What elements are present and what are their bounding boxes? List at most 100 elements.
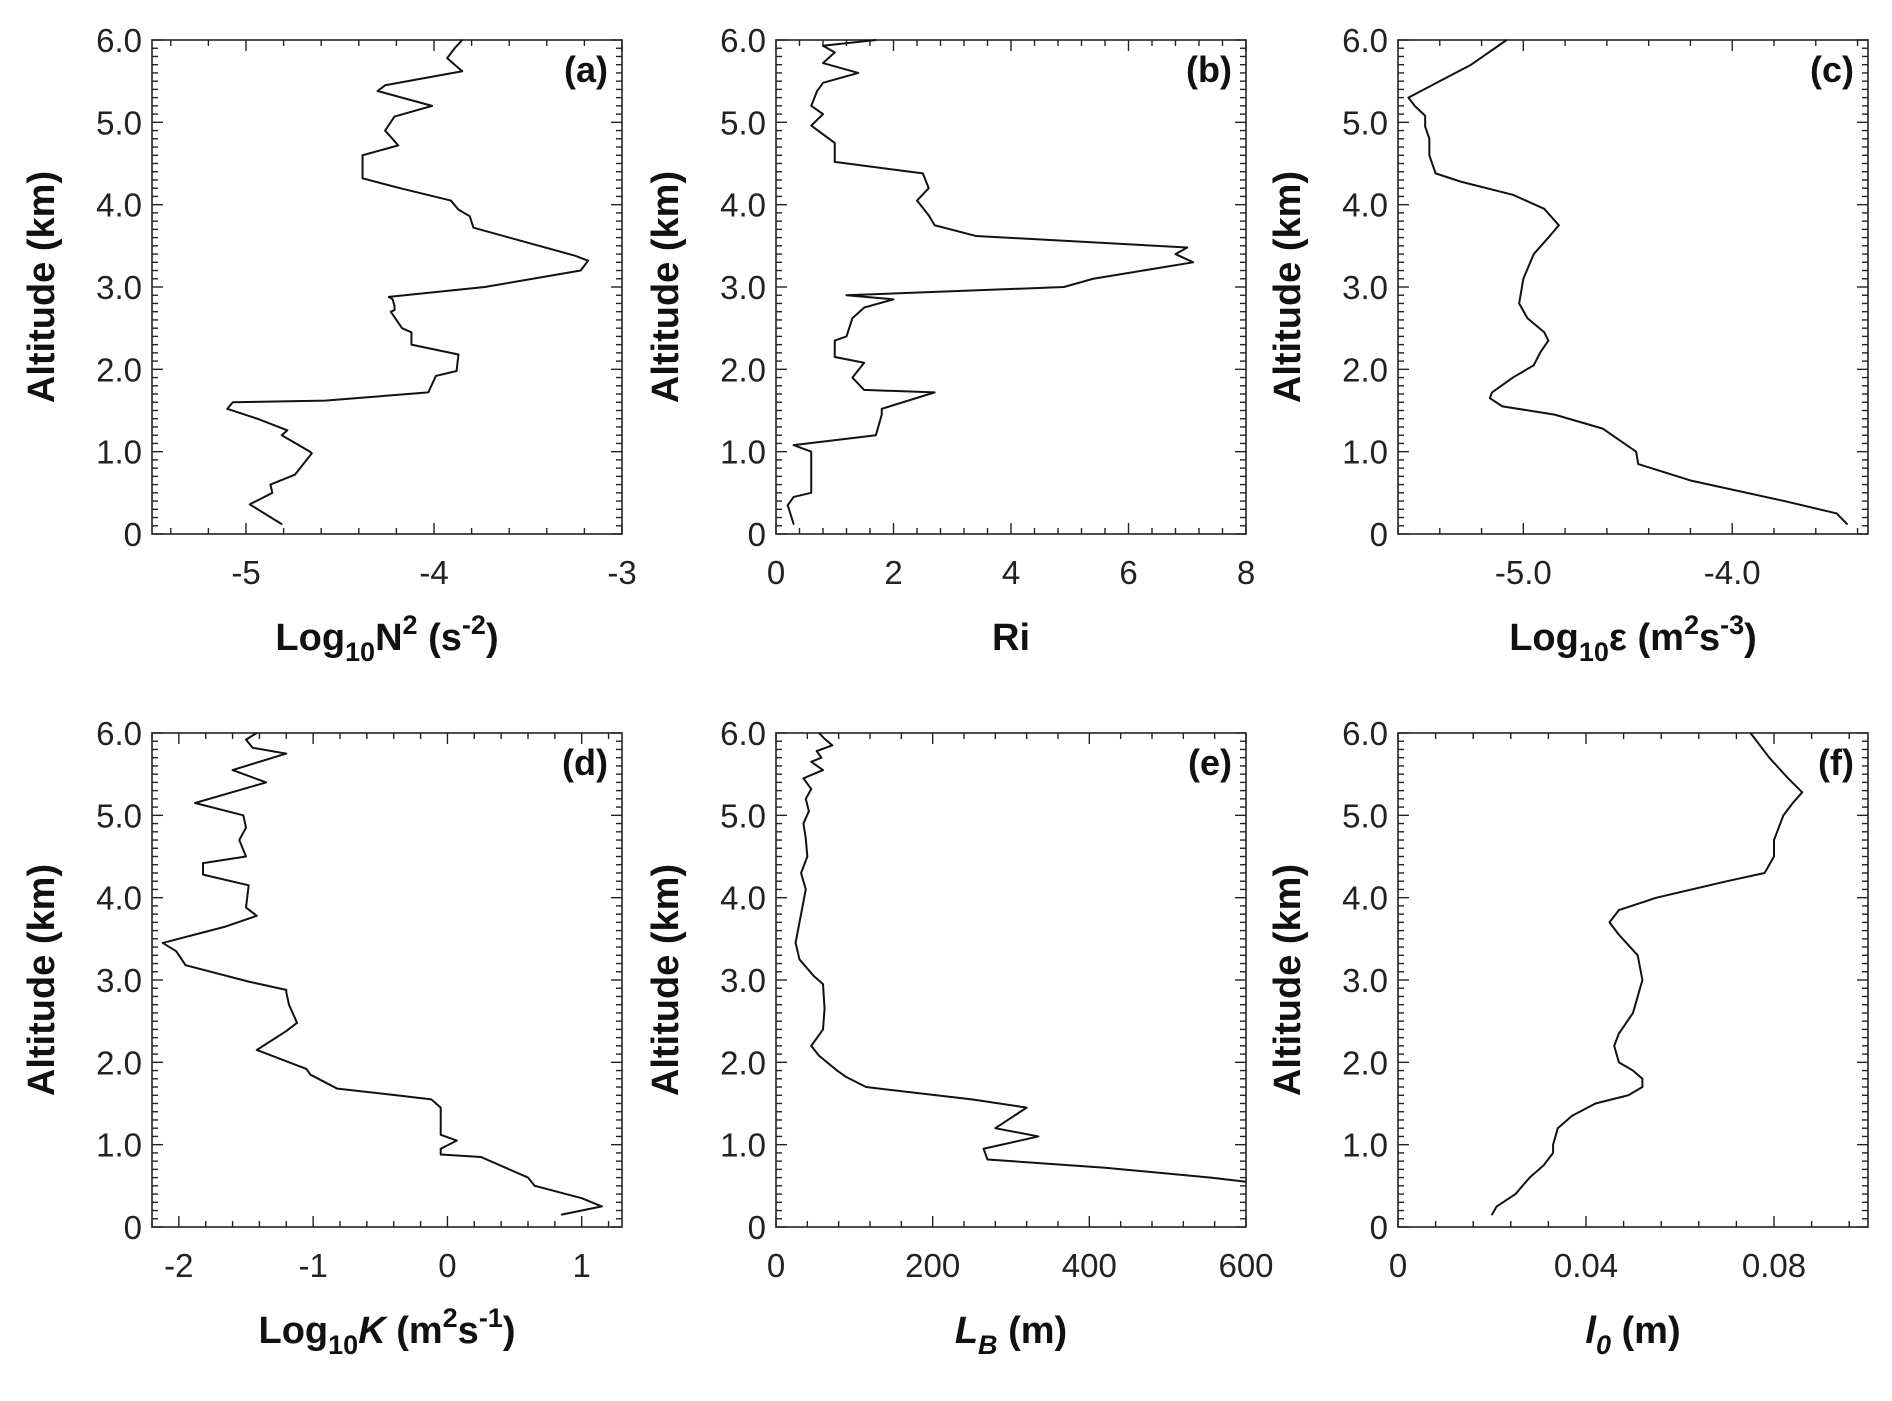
panel-c-data-point xyxy=(1428,138,1431,140)
panel-b-data-point xyxy=(816,90,818,92)
panel-a-data-point xyxy=(399,187,401,189)
panel-c-data-point xyxy=(1553,413,1556,416)
panel-a-data-point xyxy=(427,391,430,394)
panel-a-xlabel-unit2: ) xyxy=(486,617,499,659)
panel-e-data-point xyxy=(986,1158,989,1161)
panel-d-ytick-label: 6.0 xyxy=(96,715,142,752)
panel-a-data-point xyxy=(446,57,448,59)
panel-c-data-point xyxy=(1539,352,1541,354)
panel-c-ytick-label: 3.0 xyxy=(1342,269,1388,306)
panel-f-ytick-label: 1.0 xyxy=(1342,1127,1388,1164)
panel-f-data-point xyxy=(1491,1213,1493,1216)
panel-e-data-point xyxy=(1037,1135,1040,1138)
panel-a-xlabel-sub: 10 xyxy=(345,637,375,667)
panel-d-xlabel-sup2: -1 xyxy=(479,1303,503,1333)
panel-c-xlabel-unit2: s xyxy=(1699,617,1720,659)
panel-c-data-point xyxy=(1635,450,1637,453)
panel-d-ytick-label: 0 xyxy=(124,1209,142,1246)
panel-a-data-point xyxy=(461,39,464,41)
panel-a-data-point xyxy=(311,452,313,455)
panel-a-data-point xyxy=(376,90,379,92)
panel-e-data-point xyxy=(812,975,815,977)
panel-d-data-point xyxy=(285,989,288,991)
panel-a-data-point xyxy=(468,215,471,217)
panel-f-data-point xyxy=(1641,1086,1644,1088)
panel-d-data-point xyxy=(285,991,288,994)
panel-f-profile-line xyxy=(1491,732,1804,1216)
panel-f-data-point xyxy=(1594,1102,1597,1105)
panel-c-xlabel-main: Log xyxy=(1509,617,1579,659)
panel-c-xlabel-unit: (m xyxy=(1627,617,1684,659)
panel-e-data-point xyxy=(836,1069,838,1072)
panel-b-data-point xyxy=(810,492,813,494)
panel-d-data-point xyxy=(225,925,227,928)
panel-d-ylabel: Altitude (km) xyxy=(21,864,63,1096)
panel-a-data-point xyxy=(294,473,296,476)
panel-c-xlabel-unit3: ) xyxy=(1744,617,1757,659)
panel-f-data-point xyxy=(1763,872,1766,874)
panel-f-xlabel-symbol: l xyxy=(1585,1310,1597,1352)
panel-e-data-point xyxy=(818,1054,820,1057)
panel-e-data-point xyxy=(822,1028,824,1031)
panel-d: 0 1.0 2.0 3.0 4.0 5.0 6.0 -2 -1 0 1 Altitude (km) Lo… xyxy=(21,715,623,1360)
panel-c-data-point xyxy=(1532,364,1535,367)
panel-a-data-point xyxy=(450,199,452,202)
panel-d-data-point xyxy=(601,1205,603,1208)
panel-f-data-point xyxy=(1618,1061,1620,1064)
panel-f-data-point xyxy=(1627,1094,1630,1097)
panel-c-xlabel-sup2: -3 xyxy=(1720,610,1744,640)
panel-d-data-point xyxy=(247,980,250,983)
panel-d-profile-line xyxy=(161,732,603,1216)
panel-a-data-point xyxy=(393,305,396,307)
panel-a-ylabel: Altitude (km) xyxy=(21,171,63,403)
panel-f-xtick-label: 0.08 xyxy=(1742,1247,1806,1284)
panel-a-frame xyxy=(151,39,623,535)
panel-c-data-point xyxy=(1491,391,1493,394)
panel-d-data-point xyxy=(527,1176,529,1179)
panel-b-data-point xyxy=(916,199,918,202)
panel-a-data-point xyxy=(309,450,311,453)
panel-b-data-point xyxy=(880,408,883,410)
panel-e-data-point xyxy=(810,1045,813,1047)
panel-d-data-point xyxy=(296,1022,298,1024)
panel-c-data-point xyxy=(1601,427,1604,430)
panel-c-data-point xyxy=(1424,125,1426,128)
panel-f-data-point xyxy=(1618,933,1620,936)
panel-d-xtick-label: -2 xyxy=(164,1247,193,1284)
panel-c-ytick-label: 5.0 xyxy=(1342,104,1388,141)
panel-e-frame xyxy=(775,732,1247,1228)
panel-b-data-point xyxy=(933,224,936,227)
panel-b-data-point xyxy=(863,306,865,309)
panel-a-data-point xyxy=(361,154,364,157)
panel-c-frame xyxy=(1397,39,1869,535)
panel-c-data-point xyxy=(1512,193,1514,196)
panel-c-ytick-label: 4.0 xyxy=(1342,187,1388,224)
panel-e-data-point xyxy=(822,983,824,985)
panel-b-ytick-label: 0 xyxy=(748,516,766,553)
panel-c-xtick-label: -4.0 xyxy=(1704,554,1761,591)
panel-d-data-point xyxy=(285,752,288,755)
panel-d-data-point xyxy=(245,906,247,909)
panel-d-xtick-label: 0 xyxy=(438,1247,456,1284)
panel-b-data-point xyxy=(822,44,824,47)
panel-a-data-point xyxy=(232,401,234,404)
panel-f-letter: (f) xyxy=(1818,742,1854,783)
panel-c-data-point xyxy=(1547,236,1550,239)
panel-e-data-point xyxy=(823,1008,826,1010)
panel-f-data-point xyxy=(1514,1193,1517,1195)
panel-e-data-point xyxy=(815,750,818,752)
panel-e-data-point xyxy=(1245,1180,1247,1183)
panel-b-data-point xyxy=(822,62,824,64)
panel-c-xlabel-sup: 2 xyxy=(1684,610,1699,640)
panel-a-data-point xyxy=(269,483,272,486)
panel-c-xtick-label: -5.0 xyxy=(1495,554,1552,591)
panel-d-frame xyxy=(151,732,623,1228)
panel-f-data-point xyxy=(1782,814,1785,817)
panel-e-data-point xyxy=(971,1098,973,1101)
panel-d-xlabel-unit3: ) xyxy=(503,1310,516,1352)
panel-a-data-point xyxy=(397,144,400,147)
panel-b-xlabel: Ri xyxy=(992,617,1030,659)
panel-d-data-point xyxy=(288,1003,290,1006)
panel-a-data-point xyxy=(457,208,460,211)
